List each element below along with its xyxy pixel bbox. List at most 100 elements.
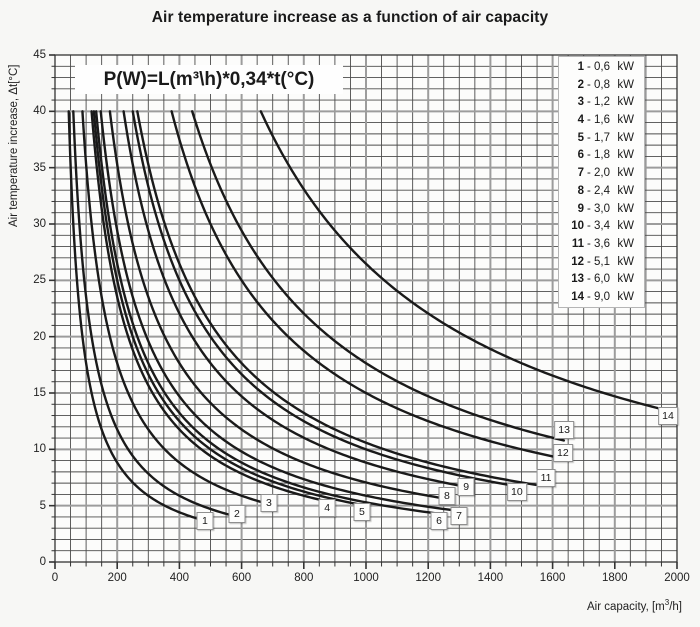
legend-item-unit: kW <box>617 96 634 109</box>
legend-item-unit: kW <box>617 184 634 197</box>
curve-8 <box>108 110 449 501</box>
legend-item-7: 7- 2,0 kW <box>567 167 634 179</box>
x-tick-label: 0 <box>51 572 59 584</box>
x-tick-label: 800 <box>294 572 314 584</box>
y-tick-label: 35 <box>33 161 46 174</box>
legend-item-value: - 3,4 <box>587 220 611 233</box>
curve-label-8: 8 <box>438 486 456 505</box>
x-tick-label: 2000 <box>664 572 690 584</box>
curve-11 <box>136 110 542 487</box>
legend-item-13: 13- 6,0 kW <box>567 273 634 285</box>
legend-item-unit: kW <box>617 167 634 180</box>
legend-item-number: 11 <box>571 237 584 250</box>
y-tick-label: 5 <box>39 499 46 512</box>
x-tick-label: 1600 <box>539 572 566 584</box>
curve-12 <box>170 110 564 460</box>
x-tick-label: 1400 <box>477 572 504 584</box>
legend-item-number: 14 <box>571 290 584 303</box>
curve-14 <box>259 110 670 412</box>
curve-7 <box>99 110 461 513</box>
legend-item-value: - 1,2 <box>587 96 611 109</box>
chart-title: Air temperature increase as a function o… <box>151 9 549 26</box>
curve-6 <box>94 110 441 515</box>
legend-item-unit: kW <box>617 149 634 162</box>
curve-4 <box>90 110 329 503</box>
y-tick-label: 25 <box>33 274 46 287</box>
curve-label-2: 2 <box>228 504 246 523</box>
legend-item-unit: kW <box>617 202 634 215</box>
legend-item-6: 6- 1,8 kW <box>567 149 634 161</box>
x-tick-label: 200 <box>107 572 127 584</box>
legend-item-value: - 5,1 <box>587 255 611 268</box>
x-tick-label: 1000 <box>353 572 379 584</box>
legend-item-11: 11- 3,6 kW <box>567 238 634 250</box>
curve-label-13: 13 <box>554 421 574 440</box>
legend-item-3: 3- 1,2 kW <box>567 96 634 108</box>
x-axis-title-text: Air capacity, [m <box>587 600 665 613</box>
legend-item-1: 1- 0,6 kW <box>567 61 634 73</box>
legend-item-8: 8- 2,4 kW <box>567 185 634 197</box>
legend-item-value: - 3,0 <box>587 202 611 215</box>
legend-item-number: 1 <box>577 61 584 73</box>
legend-item-unit: kW <box>617 61 634 73</box>
legend-item-unit: kW <box>617 273 634 286</box>
y-tick-label: 40 <box>33 105 46 118</box>
curve-2 <box>72 110 239 518</box>
legend-item-value: - 3,6 <box>587 237 611 250</box>
curve-label-3: 3 <box>260 494 278 513</box>
legend-item-number: 8 <box>577 184 584 197</box>
curve-9 <box>122 110 469 489</box>
legend-item-number: 5 <box>577 131 584 144</box>
legend-item-value: - 0,8 <box>587 78 611 91</box>
curve-3 <box>81 110 271 506</box>
legend-item-number: 2 <box>577 78 584 91</box>
legend-item-value: - 2,4 <box>587 184 611 197</box>
legend-item-number: 6 <box>577 149 584 162</box>
legend-item-unit: kW <box>617 290 634 303</box>
legend-item-unit: kW <box>617 220 634 233</box>
legend-item-unit: kW <box>617 114 634 127</box>
x-axis-title: Air capacity, [m3/h] <box>587 598 682 613</box>
curve-10 <box>131 110 519 488</box>
legend-item-number: 4 <box>577 114 584 127</box>
y-tick-label: 0 <box>39 556 46 568</box>
curve-label-1: 1 <box>196 512 214 531</box>
legend-item-value: - 0,6 <box>587 61 611 73</box>
y-tick-label: 10 <box>33 443 46 456</box>
legend-item-number: 9 <box>577 202 584 215</box>
legend: 1- 0,6 kW 2- 0,8 kW 3- 1,2 kW 4- 1,6 kW 5- 1,7 kW… <box>558 56 645 308</box>
curve-label-11: 11 <box>536 468 556 487</box>
legend-item-value: - 9,0 <box>587 290 611 303</box>
formula-annotation: P(W)=L(m³\h)*0,34*t(°C) <box>75 65 343 94</box>
x-axis-title-suffix: /h] <box>669 600 682 613</box>
legend-item-value: - 1,6 <box>587 114 611 127</box>
x-tick-label: 600 <box>232 572 252 584</box>
curve-1 <box>67 110 206 522</box>
legend-item-number: 7 <box>577 167 584 180</box>
curve-label-12: 12 <box>553 443 573 462</box>
legend-item-value: - 1,7 <box>587 131 611 144</box>
curve-label-7: 7 <box>450 506 468 525</box>
legend-item-5: 5- 1,7 kW <box>567 132 634 144</box>
legend-item-unit: kW <box>617 131 634 144</box>
x-tick-label: 400 <box>169 572 189 584</box>
curve-label-6: 6 <box>430 512 448 531</box>
curve-label-5: 5 <box>353 503 371 522</box>
legend-item-10: 10- 3,4 kW <box>567 220 634 232</box>
x-axis-title-sup: 3 <box>664 598 670 607</box>
y-tick-label: 20 <box>33 330 46 343</box>
curve-13 <box>191 110 565 442</box>
legend-item-number: 12 <box>571 255 584 268</box>
legend-item-14: 14- 9,0 kW <box>567 291 634 303</box>
y-tick-label: 30 <box>33 218 46 230</box>
y-tick-label: 45 <box>33 49 46 61</box>
y-tick-label: 15 <box>33 387 46 399</box>
legend-item-unit: kW <box>617 78 634 91</box>
x-tick-label: 1200 <box>415 572 441 584</box>
curve-5 <box>92 110 363 507</box>
legend-item-2: 2- 0,8 kW <box>567 79 634 91</box>
legend-item-number: 3 <box>577 96 584 109</box>
curve-label-9: 9 <box>457 477 475 496</box>
legend-item-number: 13 <box>571 273 584 286</box>
